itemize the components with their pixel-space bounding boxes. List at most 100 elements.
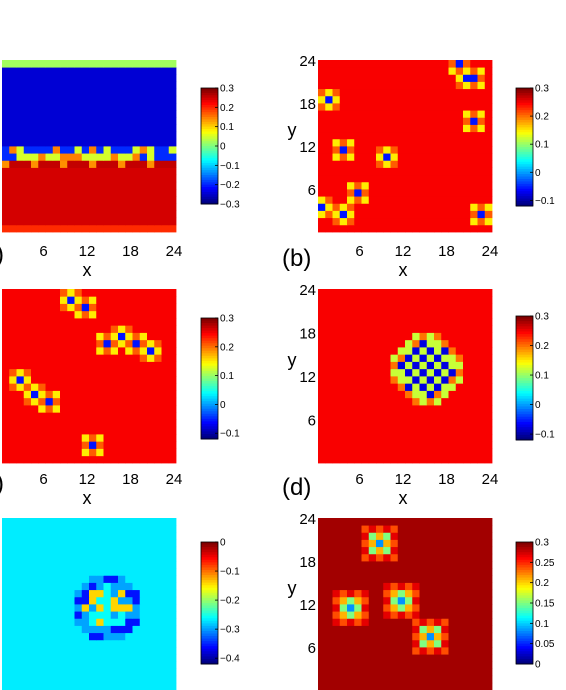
- heatmap-cell: [125, 74, 133, 82]
- heatmap-cell: [477, 625, 486, 634]
- heatmap-cell: [441, 383, 449, 391]
- heatmap-cell: [31, 539, 39, 548]
- colorbar-swatch: [516, 641, 533, 645]
- heatmap-cell: [74, 525, 83, 533]
- heatmap-cell: [339, 74, 348, 82]
- colorbar-tick-label: 0: [220, 538, 226, 549]
- colorbar-swatch: [201, 562, 218, 566]
- heatmap-cell: [23, 546, 32, 555]
- heatmap-cell: [390, 568, 399, 576]
- heatmap-cell: [154, 661, 162, 669]
- heatmap-cell: [477, 95, 486, 104]
- heatmap-cell: [339, 303, 348, 312]
- heatmap-cell: [118, 611, 126, 619]
- heatmap-cell: [470, 575, 478, 583]
- heatmap-cell: [168, 419, 177, 428]
- heatmap-cell: [412, 95, 420, 104]
- heatmap-cell: [125, 426, 133, 435]
- heatmap-cell: [332, 95, 341, 104]
- heatmap-cell: [52, 589, 61, 598]
- heatmap-cell: [448, 203, 457, 211]
- heatmap-cell: [332, 561, 341, 569]
- colorbar-swatch: [516, 633, 533, 637]
- heatmap-cell: [31, 124, 39, 133]
- heatmap-cell: [16, 347, 25, 355]
- heatmap-cell: [318, 682, 326, 690]
- heatmap-cell: [390, 103, 399, 111]
- heatmap-cell: [81, 146, 90, 154]
- heatmap-cell: [31, 310, 39, 319]
- heatmap-cell: [118, 203, 126, 211]
- heatmap-cell: [419, 434, 428, 442]
- heatmap-cell: [405, 361, 413, 370]
- heatmap-cell: [168, 224, 177, 233]
- heatmap-cell: [463, 339, 471, 348]
- heatmap-cell: [147, 138, 155, 147]
- heatmap-cell: [67, 332, 75, 341]
- heatmap-cell: [118, 632, 126, 641]
- colorbar-swatch: [201, 625, 218, 629]
- colorbar-swatch: [516, 316, 533, 320]
- heatmap-cell: [383, 146, 391, 154]
- heatmap-cell: [397, 124, 406, 133]
- heatmap-cell: [16, 625, 25, 634]
- heatmap-cell: [2, 383, 10, 391]
- heatmap-cell: [441, 110, 449, 118]
- heatmap-cell: [361, 441, 370, 449]
- heatmap-cell: [139, 397, 148, 406]
- heatmap-cell: [434, 167, 442, 176]
- heatmap-cell: [103, 318, 112, 326]
- heatmap-cell: [318, 117, 326, 125]
- heatmap-cell: [318, 339, 326, 348]
- heatmap-cell: [448, 455, 457, 464]
- heatmap-cell: [463, 682, 471, 690]
- heatmap-cell: [318, 561, 326, 569]
- heatmap-cell: [125, 532, 133, 540]
- heatmap-cell: [161, 426, 170, 435]
- heatmap-cell: [60, 354, 68, 362]
- heatmap-cell: [168, 518, 177, 526]
- heatmap-cell: [397, 568, 406, 576]
- heatmap-cell: [38, 181, 46, 190]
- heatmap-cell: [470, 167, 478, 176]
- colorbar-swatch: [516, 132, 533, 136]
- heatmap-cell: [463, 74, 471, 82]
- heatmap-cell: [332, 289, 341, 297]
- heatmap-cell: [426, 354, 435, 362]
- heatmap-cell: [376, 368, 384, 377]
- colorbar-tick-label: −0.1: [535, 196, 555, 207]
- heatmap-cell: [434, 518, 442, 526]
- heatmap-cell: [168, 448, 177, 457]
- heatmap-cell: [470, 124, 478, 133]
- heatmap-cell: [89, 354, 97, 362]
- heatmap-cell: [339, 210, 348, 219]
- heatmap-cell: [412, 441, 420, 449]
- colorbar-e: 0−0.1−0.2−0.3−0.4: [200, 538, 240, 665]
- heatmap-cell: [332, 124, 341, 133]
- heatmap-cell: [168, 74, 177, 82]
- heatmap-cell: [60, 174, 68, 183]
- colorbar-swatch: [516, 620, 533, 624]
- heatmap-cell: [81, 611, 90, 619]
- colorbar-swatch: [516, 354, 533, 358]
- heatmap-cell: [96, 210, 104, 219]
- heatmap-cell: [110, 103, 119, 111]
- heatmap-cell: [132, 95, 141, 104]
- heatmap-cell: [23, 131, 32, 140]
- colorbar-swatch: [201, 641, 218, 645]
- heatmap-cell: [332, 596, 341, 605]
- heatmap-cell: [419, 682, 428, 690]
- heatmap-cell: [390, 661, 399, 669]
- x-axis-label: x: [83, 260, 92, 280]
- heatmap-cell: [168, 110, 177, 118]
- heatmap-cell: [484, 81, 493, 90]
- heatmap-cell: [118, 532, 126, 540]
- heatmap-cell: [484, 368, 493, 377]
- heatmap-cell: [74, 518, 83, 526]
- heatmap-cell: [89, 131, 97, 140]
- heatmap-cell: [354, 60, 362, 68]
- heatmap-cell: [441, 347, 449, 355]
- heatmap-cell: [463, 310, 471, 319]
- heatmap-cell: [419, 124, 428, 133]
- heatmap-cell: [470, 296, 478, 304]
